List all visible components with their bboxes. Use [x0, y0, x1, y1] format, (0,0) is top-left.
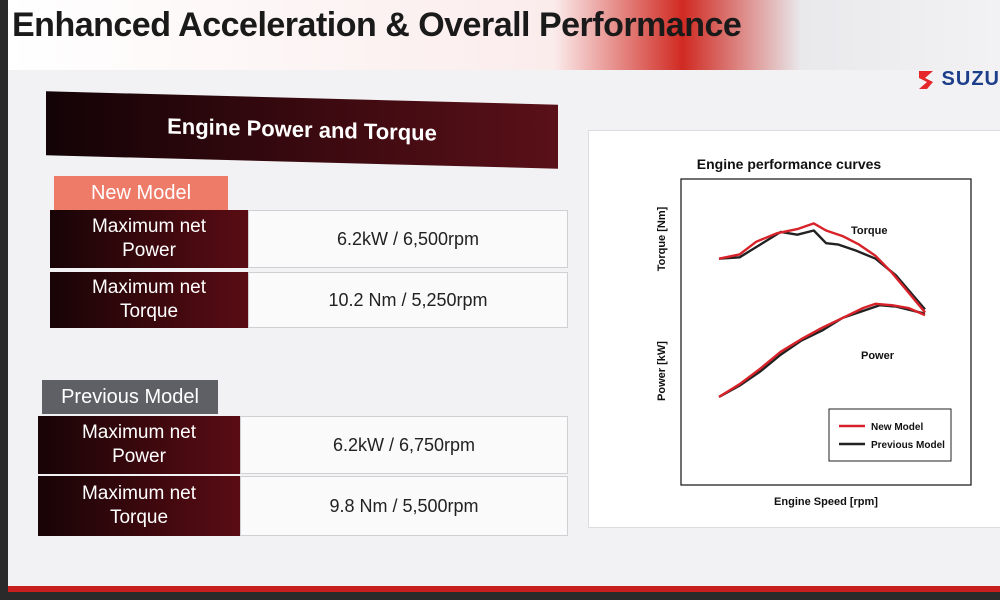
new-model-power-line [718, 302, 926, 398]
logo-text: SUZU [941, 68, 1000, 90]
spec-label-line2: Torque [109, 507, 169, 528]
torque-curve-label: Torque [851, 225, 887, 237]
section-title: Engine Power and Torque [167, 113, 437, 146]
spec-label-line1: Maximum net [91, 216, 207, 237]
legend-label-previous-model: Previous Model [871, 440, 945, 451]
new-model-torque-row: Maximum net Torque 10.2 Nm / 5,250rpm [50, 272, 568, 328]
section-header: Engine Power and Torque [46, 91, 558, 169]
torque-axis-label: Torque [Nm] [656, 206, 668, 271]
legend-label-new-model: New Model [871, 422, 923, 433]
bottom-accent-strip [8, 586, 1000, 592]
previous-model-tag: Previous Model [42, 380, 218, 414]
engine-performance-chart-panel: Engine performance curves Torque [Nm] Po… [588, 130, 1000, 528]
spec-value: 10.2 Nm / 5,250rpm [248, 272, 568, 328]
new-model-power-row: Maximum net Power 6.2kW / 6,500rpm [50, 210, 568, 268]
spec-label: Maximum net Power [38, 416, 240, 474]
new-model-tag: New Model [54, 176, 228, 210]
legend-box [828, 408, 952, 462]
spec-label-line2: Torque [119, 301, 179, 322]
spec-label: Maximum net Power [50, 210, 248, 268]
x-axis-label: Engine Speed [rpm] [774, 496, 878, 508]
spec-label: Maximum net Torque [38, 476, 240, 536]
chart-title: Engine performance curves [697, 156, 882, 172]
suzuki-s-icon [918, 70, 933, 89]
title-banner: Enhanced Acceleration & Overall Performa… [8, 0, 1000, 70]
spec-label-line2: Power [122, 240, 176, 261]
previous-model-power-row: Maximum net Power 6.2kW / 6,750rpm [38, 416, 568, 474]
spec-label-line1: Maximum net [81, 422, 197, 443]
spec-label-line2: Power [112, 446, 166, 467]
spec-label-line1: Maximum net [81, 483, 197, 504]
suzuki-logo: SUZU [916, 68, 1000, 91]
engine-performance-chart: Engine performance curves Torque [Nm] Po… [656, 156, 972, 508]
previous-model-torque-line [718, 229, 926, 311]
chart-legend: New Model Previous Model [828, 408, 952, 462]
series-layer [718, 222, 926, 398]
spec-label-line1: Maximum net [91, 277, 207, 298]
spec-value: 9.8 Nm / 5,500rpm [240, 476, 568, 536]
power-axis-label: Power [kW] [656, 341, 668, 401]
previous-model-torque-row: Maximum net Torque 9.8 Nm / 5,500rpm [38, 476, 568, 536]
slide-title: Enhanced Acceleration & Overall Performa… [12, 6, 742, 44]
new-model-torque-line [718, 222, 926, 314]
power-curve-label: Power [861, 350, 895, 362]
slide: Enhanced Acceleration & Overall Performa… [8, 0, 1000, 592]
spec-value: 6.2kW / 6,750rpm [240, 416, 568, 474]
spec-value: 6.2kW / 6,500rpm [248, 210, 568, 268]
spec-label: Maximum net Torque [50, 272, 248, 328]
